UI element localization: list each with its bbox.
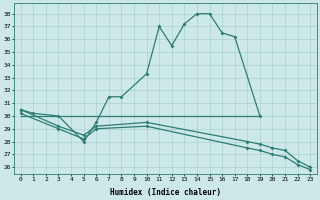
X-axis label: Humidex (Indice chaleur): Humidex (Indice chaleur) — [110, 188, 221, 197]
